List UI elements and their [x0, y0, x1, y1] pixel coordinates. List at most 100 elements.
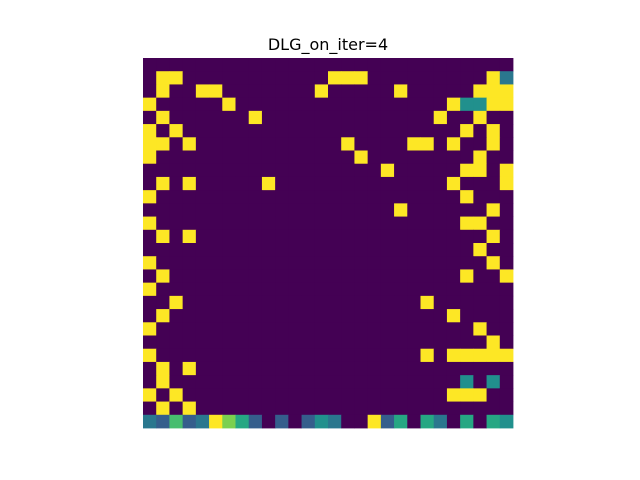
heatmap-cell-r19-c14 — [328, 309, 342, 323]
heatmap-cell-r2-c18 — [380, 84, 395, 99]
heatmap-cell-r9-c21 — [420, 176, 435, 191]
heatmap-cell-r3-c25 — [473, 97, 487, 112]
heatmap-cell-r2-c26 — [486, 84, 501, 99]
heatmap-cell-r4-c6 — [222, 110, 236, 125]
heatmap-cell-r26-c27 — [499, 401, 514, 416]
heatmap-cell-r13-c11 — [288, 229, 302, 244]
heatmap-cell-r10-c24 — [460, 190, 474, 204]
heatmap-cell-r3-c19 — [394, 97, 408, 112]
heatmap-cell-r9-c1 — [156, 176, 170, 191]
heatmap-cell-r0-c8 — [248, 58, 263, 72]
heatmap-cell-r19-c1 — [156, 309, 170, 323]
heatmap-cell-r12-c21 — [420, 216, 435, 231]
heatmap-cell-r4-c15 — [341, 110, 355, 125]
heatmap-cell-r16-c5 — [209, 269, 223, 284]
heatmap-cell-r25-c24 — [460, 388, 474, 402]
heatmap-cell-r14-c16 — [354, 243, 369, 257]
heatmap-cell-r18-c12 — [301, 295, 316, 310]
heatmap-cell-r11-c8 — [248, 203, 263, 217]
heatmap-cell-r3-c12 — [301, 97, 316, 112]
heatmap-cell-r24-c15 — [341, 375, 355, 389]
heatmap-cell-r26-c1 — [156, 401, 170, 416]
heatmap-cell-r27-c15 — [341, 414, 355, 429]
heatmap-cell-r27-c5 — [209, 414, 223, 429]
heatmap-cell-r17-c17 — [367, 282, 382, 297]
heatmap-cell-r25-c12 — [301, 388, 316, 402]
heatmap-cell-r21-c23 — [446, 335, 461, 350]
heatmap-cell-r8-c2 — [169, 163, 184, 178]
heatmap-cell-r7-c7 — [235, 150, 250, 165]
heatmap-cell-r19-c6 — [222, 309, 236, 323]
heatmap-cell-r26-c23 — [446, 401, 461, 416]
heatmap-cell-r23-c22 — [433, 361, 448, 376]
heatmap-cell-r19-c27 — [499, 309, 514, 323]
heatmap-cell-r18-c5 — [209, 295, 223, 310]
heatmap-cell-r8-c5 — [209, 163, 223, 178]
heatmap-cell-r14-c7 — [235, 243, 250, 257]
heatmap-cell-r27-c24 — [460, 414, 474, 429]
heatmap-cell-r8-c3 — [182, 163, 197, 178]
heatmap-cell-r4-c7 — [235, 110, 250, 125]
heatmap-cell-r25-c14 — [328, 388, 342, 402]
heatmap-cell-r24-c22 — [433, 375, 448, 389]
heatmap-cell-r16-c3 — [182, 269, 197, 284]
heatmap-cell-r21-c14 — [328, 335, 342, 350]
heatmap-cell-r10-c8 — [248, 190, 263, 204]
heatmap-cell-r6-c23 — [446, 137, 461, 151]
heatmap-cell-r23-c24 — [460, 361, 474, 376]
heatmap-cell-r19-c26 — [486, 309, 501, 323]
heatmap-cell-r17-c8 — [248, 282, 263, 297]
heatmap-cell-r20-c5 — [209, 322, 223, 336]
heatmap-cell-r10-c27 — [499, 190, 514, 204]
heatmap-cell-r12-c1 — [156, 216, 170, 231]
heatmap-cell-r5-c19 — [394, 124, 408, 138]
heatmap-cell-r6-c10 — [275, 137, 289, 151]
heatmap-cell-r4-c8 — [248, 110, 263, 125]
heatmap-cell-r11-c0 — [143, 203, 157, 217]
heatmap-cell-r6-c20 — [407, 137, 421, 151]
heatmap-cell-r4-c13 — [314, 110, 329, 125]
heatmap-cell-r24-c8 — [248, 375, 263, 389]
chart-title: DLG_on_iter=4 — [268, 35, 388, 55]
heatmap-cell-r21-c19 — [394, 335, 408, 350]
heatmap-cell-r11-c18 — [380, 203, 395, 217]
heatmap-cell-r21-c2 — [169, 335, 184, 350]
heatmap-cell-r14-c15 — [341, 243, 355, 257]
heatmap-cell-r12-c5 — [209, 216, 223, 231]
heatmap-cell-r21-c17 — [367, 335, 382, 350]
heatmap-cell-r7-c19 — [394, 150, 408, 165]
heatmap-cell-r20-c8 — [248, 322, 263, 336]
heatmap-cell-r1-c12 — [301, 71, 316, 85]
heatmap-cell-r15-c24 — [460, 256, 474, 270]
heatmap-cell-r15-c25 — [473, 256, 487, 270]
heatmap-cell-r8-c0 — [143, 163, 157, 178]
heatmap-cell-r14-c12 — [301, 243, 316, 257]
heatmap-cell-r20-c27 — [499, 322, 514, 336]
heatmap-cell-r5-c7 — [235, 124, 250, 138]
heatmap-cell-r25-c9 — [261, 388, 276, 402]
heatmap-cell-r18-c25 — [473, 295, 487, 310]
heatmap-cell-r1-c13 — [314, 71, 329, 85]
heatmap-cell-r20-c21 — [420, 322, 435, 336]
heatmap-cell-r11-c9 — [261, 203, 276, 217]
heatmap-cell-r8-c8 — [248, 163, 263, 178]
heatmap-cell-r11-c1 — [156, 203, 170, 217]
heatmap-cell-r16-c8 — [248, 269, 263, 284]
heatmap-cell-r2-c27 — [499, 84, 514, 99]
heatmap-cell-r18-c7 — [235, 295, 250, 310]
heatmap-cell-r23-c1 — [156, 361, 170, 376]
heatmap-cell-r22-c19 — [394, 348, 408, 363]
heatmap-cell-r16-c13 — [314, 269, 329, 284]
heatmap-cell-r15-c18 — [380, 256, 395, 270]
heatmap-cell-r3-c11 — [288, 97, 302, 112]
heatmap-cell-r24-c5 — [209, 375, 223, 389]
heatmap-cell-r21-c21 — [420, 335, 435, 350]
heatmap-cell-r11-c21 — [420, 203, 435, 217]
heatmap-cell-r1-c4 — [195, 71, 210, 85]
heatmap-cell-r16-c18 — [380, 269, 395, 284]
heatmap-cell-r3-c13 — [314, 97, 329, 112]
heatmap-cell-r15-c27 — [499, 256, 514, 270]
heatmap-cell-r2-c5 — [209, 84, 223, 99]
heatmap-cell-r16-c25 — [473, 269, 487, 284]
heatmap-cell-r6-c22 — [433, 137, 448, 151]
